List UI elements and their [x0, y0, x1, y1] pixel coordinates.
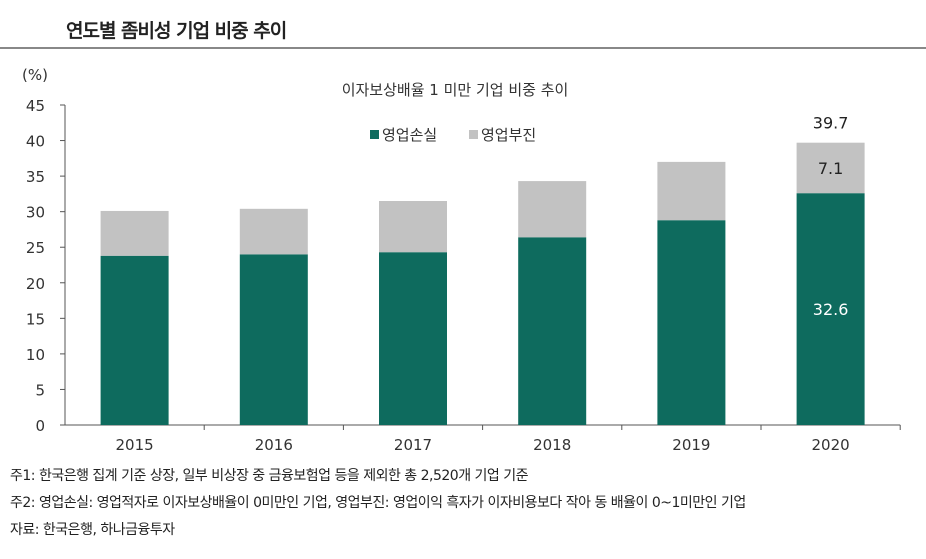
y-tick-label: 35 [26, 168, 45, 186]
bar-weak-2018 [518, 181, 587, 238]
y-tick-label: 15 [26, 310, 45, 328]
bar-loss-2017 [379, 252, 447, 425]
x-tick-label: 2019 [672, 436, 710, 454]
data-label-weak: 7.1 [818, 159, 843, 178]
y-tick-label: 10 [26, 346, 45, 364]
bar-loss-2016 [239, 254, 308, 425]
legend-label-loss: 영업손실 [382, 126, 437, 144]
chart-title: 이자보상배율 1 미만 기업 비중 추이 [342, 81, 569, 99]
footnote-2: 주2: 영업손실: 영업적자로 이자보상배율이 0미만인 기업, 영업부진: 영… [10, 495, 746, 511]
page-title: 연도별 좀비성 기업 비중 추이 [66, 20, 287, 42]
legend-label-weak: 영업부진 [481, 126, 536, 144]
source-note: 자료: 한국은행, 하나금융투자 [10, 522, 175, 538]
x-tick-label: 2020 [812, 436, 850, 454]
x-tick-label: 2018 [533, 436, 571, 454]
bar-loss-2018 [518, 237, 587, 425]
y-tick-label: 0 [35, 417, 45, 435]
title-divider [0, 47, 926, 49]
bar-loss-2019 [657, 220, 726, 425]
legend-swatch-weak [469, 130, 478, 139]
x-tick-label: 2015 [116, 436, 154, 454]
y-axis-unit: (%) [22, 66, 48, 84]
footnote-1: 주1: 한국은행 집계 기준 상장, 일부 비상장 중 금융보험업 등을 제외한… [10, 468, 529, 484]
y-tick-label: 25 [26, 239, 45, 257]
stacked-bar-chart: (%) 이자보상배율 1 미만 기업 비중 추이 영업손실 영업부진 0 5 10 1… [22, 66, 901, 454]
y-tick-label: 5 [35, 381, 45, 399]
y-tick-label: 30 [26, 204, 45, 222]
y-tick-label: 45 [26, 97, 45, 115]
bar-loss-2015 [100, 255, 169, 425]
data-label-total: 39.7 [813, 114, 849, 133]
bar-weak-2020 [796, 142, 865, 194]
bar-weak-2016 [239, 208, 308, 255]
x-tick-label: 2016 [255, 436, 293, 454]
legend-swatch-loss [370, 130, 379, 139]
bar-weak-2019 [657, 161, 726, 221]
y-tick-label: 40 [26, 133, 45, 151]
y-tick-label: 20 [26, 275, 45, 293]
bar-loss-2020 [796, 193, 865, 425]
bar-weak-2017 [379, 201, 447, 253]
data-label-loss: 32.6 [813, 300, 849, 319]
x-tick-label: 2017 [394, 436, 432, 454]
bar-weak-2015 [100, 210, 169, 256]
